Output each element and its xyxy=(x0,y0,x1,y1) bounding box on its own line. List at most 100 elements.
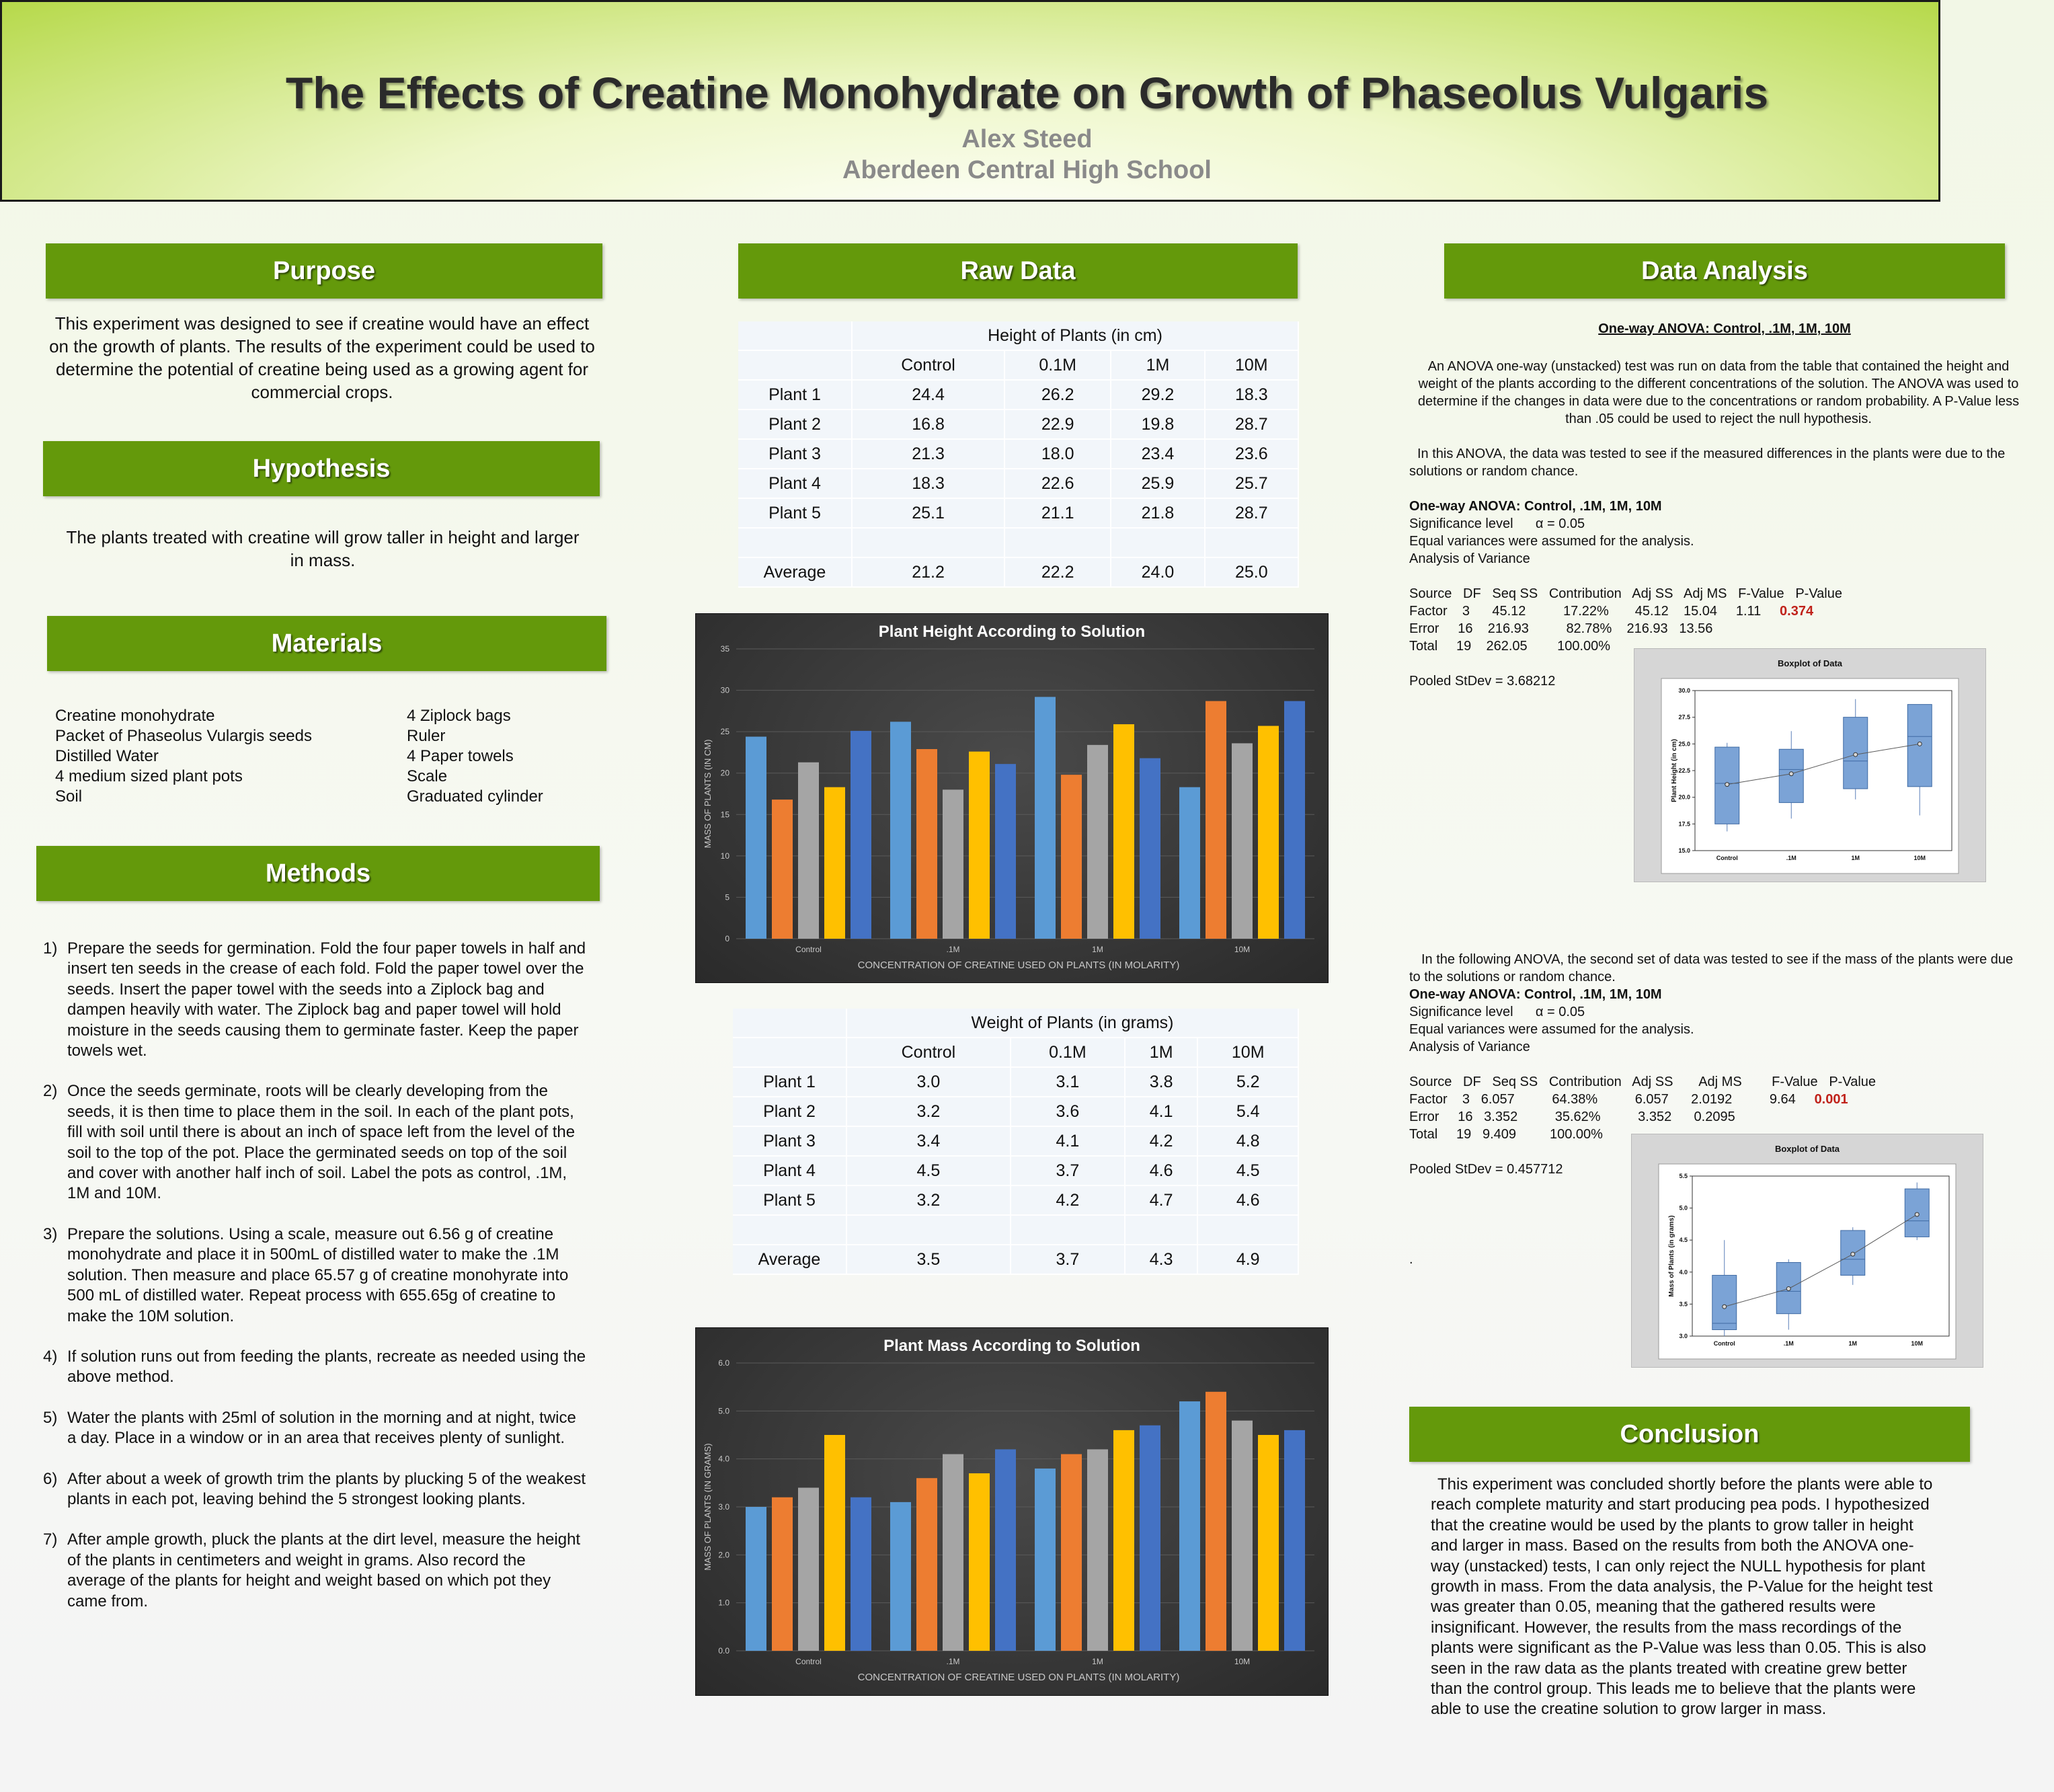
bar xyxy=(995,1449,1016,1651)
bar xyxy=(1113,724,1134,939)
height-boxplot: Boxplot of Data 15.0 17.5 20.0 22.5 25.0 27.5 3… xyxy=(1634,648,1986,882)
material-item: Creatine monohydrate xyxy=(55,707,215,725)
mean-marker xyxy=(1722,1304,1727,1309)
bar xyxy=(1179,1401,1200,1651)
poster-title: The Effects of Creatine Monohydrate on G… xyxy=(285,68,1769,118)
y-tick-label: 4.0 xyxy=(718,1454,729,1464)
y-tick-label: 5 xyxy=(725,892,729,902)
x-tick-label: Control xyxy=(1714,1340,1735,1347)
y-axis-label: MASS OF PLANTS (IN CM) xyxy=(703,740,713,849)
x-tick-label: .1M xyxy=(1786,855,1796,861)
average-row: Average 3.5 3.7 4.3 4.9 xyxy=(733,1245,1299,1275)
bar xyxy=(1179,787,1200,939)
bar xyxy=(746,736,766,939)
x-tick-label: Control xyxy=(795,945,822,954)
boxplot-title: Boxplot of Data xyxy=(1778,658,1843,668)
pooled-stdev: Pooled StDev = 3.68212 xyxy=(1409,674,1556,689)
column-header: 0.1M xyxy=(1010,1038,1125,1068)
row-label: Plant 2 xyxy=(738,410,853,440)
y-tick-label: 10 xyxy=(721,851,730,861)
column-header: Control xyxy=(846,1038,1011,1068)
y-tick-label: 22.5 xyxy=(1678,767,1690,774)
step-number: 6) xyxy=(43,1469,58,1488)
bar xyxy=(943,789,963,939)
table-row: Plant 1 3.0 3.1 3.8 5.2 xyxy=(733,1067,1299,1097)
table-row: Plant 3 3.4 4.1 4.2 4.8 xyxy=(733,1126,1299,1157)
cell: 25.7 xyxy=(1204,469,1300,499)
cell: 23.4 xyxy=(1111,439,1206,469)
bar xyxy=(1087,1449,1108,1651)
y-tick-label: 4.5 xyxy=(1679,1237,1688,1243)
cell: 3.7 xyxy=(1010,1245,1125,1275)
cell: 4.2 xyxy=(1124,1126,1199,1157)
bar xyxy=(1140,758,1160,939)
cell: 4.9 xyxy=(1197,1245,1299,1275)
y-tick-label: 20 xyxy=(721,769,730,778)
y-tick-label: 25.0 xyxy=(1678,740,1690,747)
cell: 26.2 xyxy=(1004,380,1112,410)
aov-label: Analysis of Variance xyxy=(1409,1040,1530,1054)
factor-values: Factor 3 45.12 17.22% 45.12 15.04 1.11 xyxy=(1409,604,1780,619)
bar xyxy=(772,800,793,939)
mean-line xyxy=(1724,1214,1918,1307)
mass-chart-svg: Plant Mass According to Solution 0.0 1.0 2.… xyxy=(703,1337,1314,1683)
table-row: Plant 2 16.8 22.9 19.8 28.7 xyxy=(738,410,1300,440)
y-tick-label: 30 xyxy=(721,686,730,695)
materials-list-left: Creatine monohydrate Packet of Phaseolus… xyxy=(55,706,312,807)
step-number: 3) xyxy=(43,1224,58,1243)
height-table-caption: Height of Plants (in cm) xyxy=(852,321,1299,351)
y-tick-label: 20.0 xyxy=(1678,794,1690,801)
method-step: 3) Prepare the solutions. Using a scale, … xyxy=(43,1224,588,1327)
bar xyxy=(1035,697,1056,939)
bar xyxy=(1284,701,1305,939)
column-header: 10M xyxy=(1197,1038,1299,1068)
purpose-header: Purpose xyxy=(46,243,602,299)
method-step: 5) Water the plants with 25ml of solution… xyxy=(43,1408,588,1449)
cell: 25.0 xyxy=(1204,557,1300,588)
cell: 4.2 xyxy=(1010,1185,1125,1216)
table-row: Plant 5 25.1 21.1 21.8 28.7 xyxy=(738,498,1300,529)
cell: 5.4 xyxy=(1197,1097,1299,1127)
material-item: Packet of Phaseolus Vulargis seeds xyxy=(55,727,312,745)
method-step: 4) If solution runs out from feeding the … xyxy=(43,1347,588,1388)
stray-dot: . xyxy=(1409,1252,1413,1267)
anova-factor-row: Factor 3 6.057 64.38% 6.057 2.0192 9.64 … xyxy=(1409,1091,1880,1108)
bar xyxy=(824,787,845,939)
bar xyxy=(824,1435,845,1651)
purpose-text: This experiment was designed to see if c… xyxy=(49,313,595,402)
y-tick-label: 27.5 xyxy=(1678,714,1690,721)
material-item: Soil xyxy=(55,787,83,806)
cell: 16.8 xyxy=(852,410,1006,440)
x-axis-label: CONCENTRATION OF CREATINE USED ON PLANTS… xyxy=(858,1672,1180,1683)
anova-header-row: Source DF Seq SS Contribution Adj SS Adj… xyxy=(1409,586,1842,601)
row-label: Average xyxy=(738,557,853,588)
cell: 21.3 xyxy=(852,439,1006,469)
step-text: If solution runs out from feeding the pl… xyxy=(67,1347,586,1387)
cell: 19.8 xyxy=(1111,410,1206,440)
anova-error-row: Error 16 216.93 82.78% 216.93 13.56 xyxy=(1409,621,1713,636)
anova-error-row: Error 16 3.352 35.62% 3.352 0.2095 xyxy=(1409,1109,1735,1124)
bar xyxy=(772,1497,793,1651)
bar xyxy=(943,1454,963,1651)
material-item: Graduated cylinder xyxy=(407,787,543,806)
p-value: 0.001 xyxy=(1814,1092,1848,1107)
mean-marker xyxy=(1850,1251,1856,1257)
mass-anova-intro: In the following ANOVA, the second set o… xyxy=(1409,952,2014,984)
y-tick-label: 3.5 xyxy=(1679,1300,1688,1307)
y-axis-label: Mass of Plants (in grams) xyxy=(1668,1215,1675,1296)
method-step: 2) Once the seeds germinate, roots will b… xyxy=(43,1081,588,1204)
cell: 3.2 xyxy=(846,1185,1011,1216)
x-tick-label: 10M xyxy=(1911,1340,1923,1347)
table-row: Plant 4 18.3 22.6 25.9 25.7 xyxy=(738,469,1300,499)
height-anova-intro: In this ANOVA, the data was tested to se… xyxy=(1409,446,2006,479)
anova-header-row: Source DF Seq SS Contribution Adj SS Adj… xyxy=(1409,1075,1877,1089)
step-number: 1) xyxy=(43,939,58,958)
cell: 28.7 xyxy=(1204,498,1300,529)
column-header: Control xyxy=(852,350,1006,381)
row-label: Average xyxy=(733,1245,847,1275)
bar xyxy=(916,1478,937,1651)
x-tick-label: .1M xyxy=(946,945,959,954)
y-axis-label: Plant Height (in cm) xyxy=(1671,739,1678,802)
row-label: Plant 3 xyxy=(738,439,853,469)
y-tick-label: 4.0 xyxy=(1679,1269,1688,1276)
